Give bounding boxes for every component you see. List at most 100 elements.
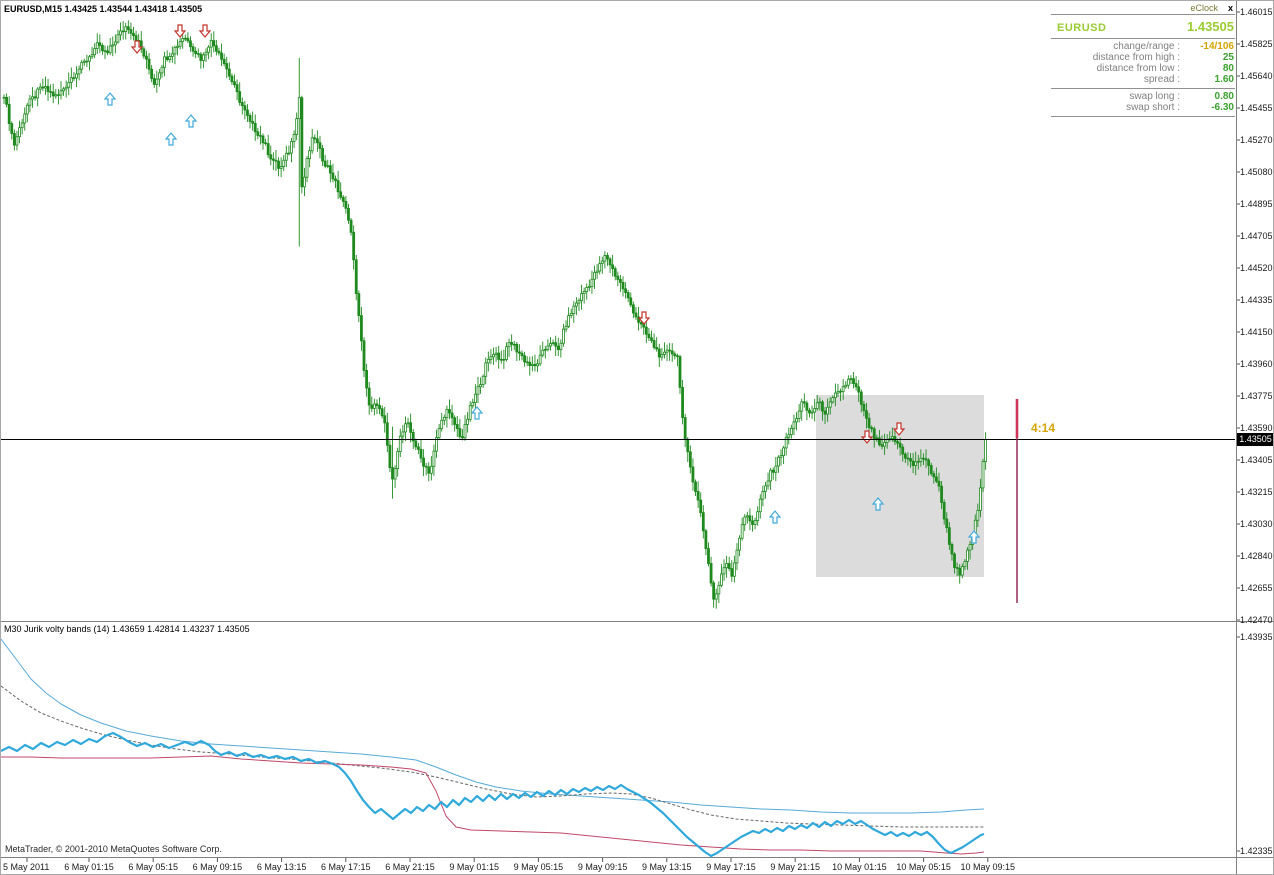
candle-body <box>416 446 420 450</box>
candle-body <box>139 40 143 50</box>
candle-body <box>870 427 874 430</box>
candle-body <box>688 451 692 468</box>
eclock-symbol: EURUSD <box>1057 22 1107 34</box>
candle-body <box>406 422 410 425</box>
candle-body <box>580 293 583 301</box>
candle-body <box>424 465 428 468</box>
candle-body <box>694 481 697 492</box>
candle-body <box>808 409 811 414</box>
candle-body <box>181 38 185 43</box>
candle-body <box>248 115 252 122</box>
candle-body <box>758 498 762 513</box>
indicator-panel-separator[interactable] <box>1 621 1273 622</box>
candle-body <box>722 567 726 575</box>
candle-body <box>77 68 81 75</box>
candle-body <box>186 37 190 42</box>
candle-body <box>147 58 151 70</box>
candle-body <box>315 138 319 144</box>
candle-body <box>313 137 317 140</box>
candle-body <box>738 537 741 551</box>
up-arrow-icon <box>967 530 981 544</box>
candle-body <box>976 509 980 521</box>
candle-body <box>797 410 801 419</box>
candle-body <box>461 436 464 439</box>
candle-body <box>968 544 972 551</box>
eclock-row: distance from high : 25 <box>1051 52 1234 63</box>
candle-body <box>365 370 369 389</box>
candle-body <box>217 50 221 54</box>
candle-body <box>233 81 236 86</box>
candle-body <box>761 491 765 500</box>
candle-body <box>852 378 855 384</box>
candle-body <box>629 297 633 306</box>
candle-body <box>846 378 850 386</box>
lower_band-line <box>1 755 985 855</box>
up-arrow-icon <box>470 406 484 420</box>
candle-body <box>385 422 389 446</box>
candle-body <box>753 520 757 525</box>
candle-body <box>950 544 954 555</box>
candle-body <box>914 461 918 466</box>
candle-body <box>486 358 490 364</box>
candle-body <box>717 584 721 595</box>
candle-body <box>240 102 244 107</box>
candle-body <box>481 375 485 386</box>
candle-body <box>792 421 796 429</box>
candle-body <box>75 73 78 79</box>
candle-body <box>31 96 34 100</box>
candle-body <box>238 91 242 103</box>
candle-body <box>621 282 625 290</box>
candle-body <box>466 418 470 425</box>
candle-body <box>707 548 710 564</box>
candle-body <box>23 113 27 124</box>
candle-body <box>515 343 519 353</box>
eclock-close-icon[interactable]: x <box>1227 3 1233 13</box>
candle-body <box>90 54 94 58</box>
candle-body <box>489 356 493 360</box>
candle-body <box>655 346 659 350</box>
candle-body <box>732 562 736 577</box>
candle-body <box>82 60 86 63</box>
candle-body <box>401 431 405 437</box>
candle-body <box>805 402 809 411</box>
candle-body <box>204 51 208 56</box>
candle-body <box>362 340 366 371</box>
candle-body <box>657 348 661 358</box>
candle-body <box>12 133 16 146</box>
candle-body <box>243 105 247 111</box>
candle-body <box>611 264 615 270</box>
candle-body <box>525 361 529 364</box>
candle-body <box>222 58 226 64</box>
candle-body <box>274 159 278 162</box>
candle-body <box>261 135 265 144</box>
candle-body <box>810 411 814 414</box>
candle-body <box>476 386 480 395</box>
eclock-header: EURUSD 1.43505 <box>1051 14 1235 39</box>
eclock-row-label: distance from high : <box>1092 52 1180 63</box>
candle-body <box>663 351 666 355</box>
candle-body <box>953 553 956 568</box>
candle-body <box>821 401 824 412</box>
candle-body <box>590 278 594 287</box>
candle-body <box>800 401 804 412</box>
candle-body <box>414 440 418 448</box>
candle-body <box>813 408 817 413</box>
candle-body <box>134 35 138 41</box>
candle-body <box>370 404 374 409</box>
candle-body <box>616 275 620 280</box>
eclock-row: swap long : 0.80 <box>1051 91 1234 102</box>
candle-body <box>901 446 905 455</box>
candle-body <box>712 582 716 600</box>
candle-body <box>349 219 353 233</box>
candle-body <box>173 46 177 55</box>
candle-body <box>872 428 876 439</box>
candle-body <box>256 131 260 136</box>
candle-body <box>890 436 894 439</box>
candle-body <box>898 442 902 448</box>
candle-body <box>227 68 231 77</box>
candle-body <box>121 30 125 33</box>
candle-body <box>639 321 643 325</box>
candle-body <box>209 40 213 48</box>
